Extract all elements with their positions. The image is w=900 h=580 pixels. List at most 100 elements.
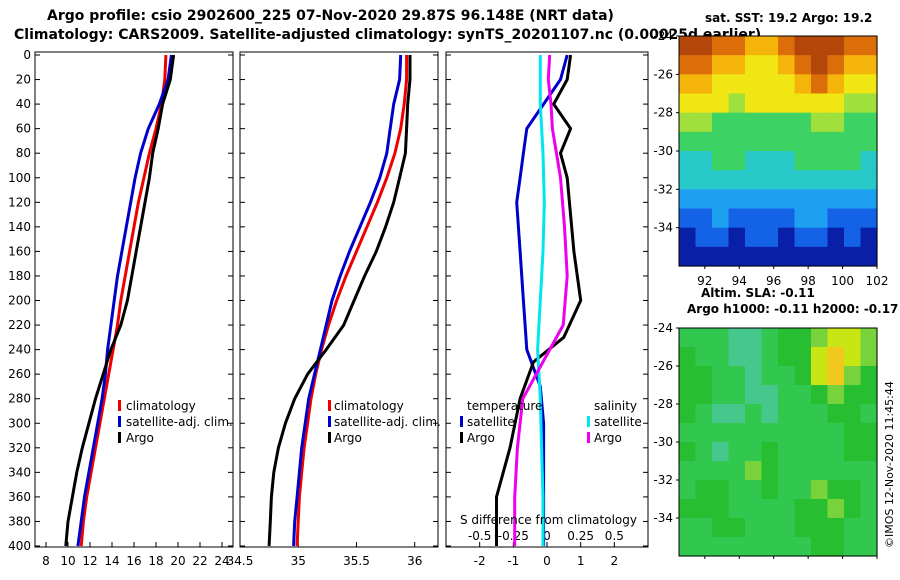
heatmap-cell xyxy=(844,93,862,114)
heatmap-cell xyxy=(712,112,730,133)
heatmap-cell xyxy=(712,442,730,462)
legend-label-argo: Argo xyxy=(334,431,362,445)
heatmap-cell xyxy=(695,170,713,190)
x-tick-label: 35.5 xyxy=(343,554,370,568)
heatmap-cell xyxy=(778,189,796,210)
heatmap-cell xyxy=(827,189,845,210)
legend-title-temperature: temperature xyxy=(467,399,542,413)
heatmap-cell xyxy=(695,366,713,386)
heatmap-cell xyxy=(761,442,779,462)
map-x-tick-label: 96 xyxy=(766,274,781,288)
heatmap-cell xyxy=(745,385,763,405)
heatmap-cell xyxy=(860,112,878,133)
heatmap-cell xyxy=(761,170,779,190)
map-x-tick-label: 94 xyxy=(732,274,747,288)
x-tick-label: 24 xyxy=(214,554,229,568)
x-tick-label: 16 xyxy=(126,554,141,568)
x-tick-label: 35 xyxy=(291,554,306,568)
s-tick-label: -0.5 xyxy=(468,529,491,543)
heatmap-cell xyxy=(844,55,862,75)
heatmap-cell xyxy=(811,385,829,405)
heatmap-cell xyxy=(860,189,878,210)
heatmap-cell xyxy=(745,442,763,462)
heatmap-cell xyxy=(778,328,796,348)
map-y-tick-label: -30 xyxy=(653,435,673,449)
heatmap-cell xyxy=(695,442,713,462)
y-tick-label: 180 xyxy=(8,269,31,283)
salinity-panel: 34.5 35 35.5 36 climatology satellite-adj. … xyxy=(227,51,441,568)
series-line-t-argo xyxy=(495,54,583,546)
heatmap-cell xyxy=(860,347,878,367)
heatmap-cell xyxy=(827,442,845,462)
s-tick-label: 0.5 xyxy=(605,529,624,543)
heatmap-cell xyxy=(695,423,713,443)
heatmap-cell xyxy=(679,170,697,190)
heatmap-cell xyxy=(745,518,763,538)
heatmap-cell xyxy=(794,227,812,248)
heatmap-cell xyxy=(811,423,829,443)
heatmap-cell xyxy=(778,347,796,367)
x-tick-label: 8 xyxy=(42,554,50,568)
y-tick-label: 240 xyxy=(8,343,31,357)
heatmap-cell xyxy=(712,366,730,386)
series-line-argo xyxy=(64,54,176,547)
heatmap-cell xyxy=(860,328,878,348)
heatmap-cell xyxy=(728,112,746,133)
heatmap-cell xyxy=(695,189,713,210)
heatmap-cell xyxy=(827,170,845,190)
heatmap-cell xyxy=(728,170,746,190)
heatmap-cell xyxy=(860,537,878,557)
legend-swatch-t-argo xyxy=(460,432,463,443)
legend-title-salinity: salinity xyxy=(594,399,637,413)
y-tick-label: 20 xyxy=(16,73,31,87)
map-y-tick-label: -28 xyxy=(653,397,673,411)
heatmap-cell xyxy=(794,423,812,443)
y-tick-label: 220 xyxy=(8,318,31,332)
heatmap-cell xyxy=(712,385,730,405)
heatmap-cell xyxy=(695,328,713,348)
heatmap-cell xyxy=(761,347,779,367)
sla-map-title: Altim. SLA: -0.11 xyxy=(701,286,815,300)
heatmap-cell xyxy=(745,208,763,229)
heatmap-cell xyxy=(761,328,779,348)
x-tick-label: 36 xyxy=(407,554,422,568)
heatmap-cell xyxy=(778,423,796,443)
x-tick-label: 2 xyxy=(611,554,619,568)
heatmap-cell xyxy=(844,208,862,229)
legend-swatch-argo xyxy=(328,432,331,443)
heatmap-cell xyxy=(827,131,845,152)
heatmap-cell xyxy=(728,151,746,171)
y-tick-label: 200 xyxy=(8,294,31,308)
heatmap-cell xyxy=(761,518,779,538)
heatmap-cell xyxy=(827,461,845,481)
heatmap-cell xyxy=(827,366,845,386)
heatmap-cell xyxy=(794,442,812,462)
heatmap-cell xyxy=(679,189,697,210)
heatmap-cell xyxy=(794,112,812,133)
heatmap-cell xyxy=(778,131,796,152)
heatmap-cell xyxy=(679,366,697,386)
heatmap-cell xyxy=(827,537,845,557)
heatmap-cell xyxy=(844,74,862,95)
series-line-s-argo xyxy=(513,54,569,546)
temperature-x-axis: 8 10 12 14 16 18 20 22 24 xyxy=(42,542,230,568)
heatmap-cell xyxy=(811,537,829,557)
x-tick-label: 18 xyxy=(148,554,163,568)
heatmap-cell xyxy=(794,480,812,500)
heatmap-cell xyxy=(844,442,862,462)
heatmap-cell xyxy=(679,112,697,133)
heatmap-cell xyxy=(860,151,878,171)
y-tick-label: 380 xyxy=(8,514,31,528)
temperature-series xyxy=(64,54,176,547)
heatmap-cell xyxy=(679,227,697,248)
heatmap-cell xyxy=(827,385,845,405)
map-y-tick-label: -34 xyxy=(653,221,673,235)
heatmap-cell xyxy=(745,131,763,152)
legend-swatch-climatology xyxy=(118,400,121,411)
difference-series xyxy=(495,54,583,546)
heatmap-cell xyxy=(827,328,845,348)
heatmap-cell xyxy=(728,246,746,267)
heatmap-cell xyxy=(712,423,730,443)
heatmap-cell xyxy=(761,499,779,519)
heatmap-cell xyxy=(712,36,730,56)
